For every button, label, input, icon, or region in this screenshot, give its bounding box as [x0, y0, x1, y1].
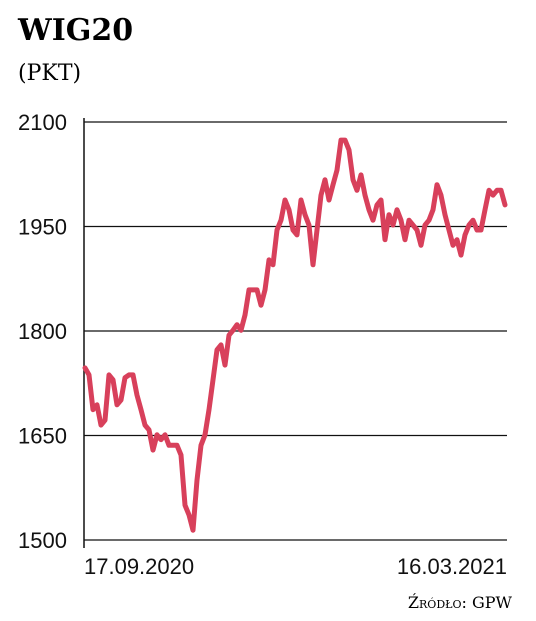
y-tick-label: 2100	[18, 110, 67, 135]
x-tick-label: 16.03.2021	[397, 554, 507, 579]
line	[82, 137, 508, 533]
x-tick-label: 17.09.2020	[84, 554, 194, 579]
y-tick-label: 1650	[18, 424, 67, 449]
source: Źródło: GPW	[408, 592, 513, 612]
chart-subtitle: (PKT)	[18, 61, 81, 86]
y-tick-label: 1500	[18, 528, 67, 553]
y-tick-label: 1800	[18, 319, 67, 344]
chart-title: WIG20	[17, 13, 133, 48]
y-tick-label: 1950	[18, 215, 67, 240]
